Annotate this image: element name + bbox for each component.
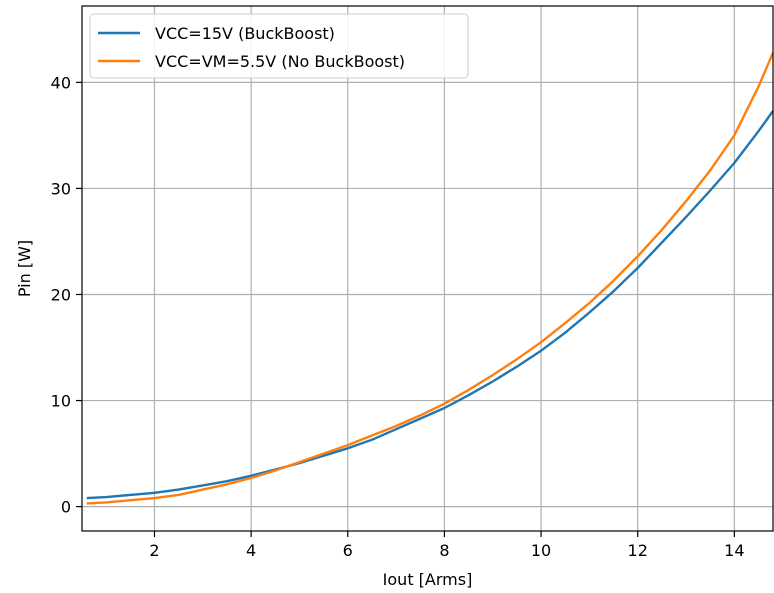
x-tick-label-10: 10 [531, 541, 551, 560]
x-tick-label-14: 14 [724, 541, 744, 560]
legend-label-2: VCC=VM=5.5V (No BuckBoost) [155, 52, 405, 71]
y-tick-label-20: 20 [51, 285, 71, 304]
x-tick-label-2: 2 [149, 541, 159, 560]
y-tick-label-0: 0 [61, 498, 71, 517]
series-layer [86, 52, 774, 505]
x-tick-label-6: 6 [343, 541, 353, 560]
series-line-2 [86, 52, 774, 505]
y-tick-label-30: 30 [51, 179, 71, 198]
legend-box [89, 13, 469, 79]
plot-frame [81, 5, 774, 532]
ticks-layer: 2 4 6 8 10 12 14 0 10 20 30 40 [51, 73, 745, 560]
y-tick-label-10: 10 [51, 392, 71, 411]
legend: VCC=15V (BuckBoost) VCC=VM=5.5V (No BuckB… [89, 13, 469, 79]
grid-layer [82, 6, 773, 531]
x-tick-label-12: 12 [628, 541, 648, 560]
x-tick-label-8: 8 [439, 541, 449, 560]
x-tick-label-4: 4 [246, 541, 256, 560]
series-line-1 [86, 110, 774, 500]
y-tick-label-40: 40 [51, 73, 71, 92]
legend-label-1: VCC=15V (BuckBoost) [155, 24, 335, 43]
y-axis-label: Pin [W] [15, 240, 34, 297]
x-axis-label: Iout [Arms] [383, 570, 473, 589]
